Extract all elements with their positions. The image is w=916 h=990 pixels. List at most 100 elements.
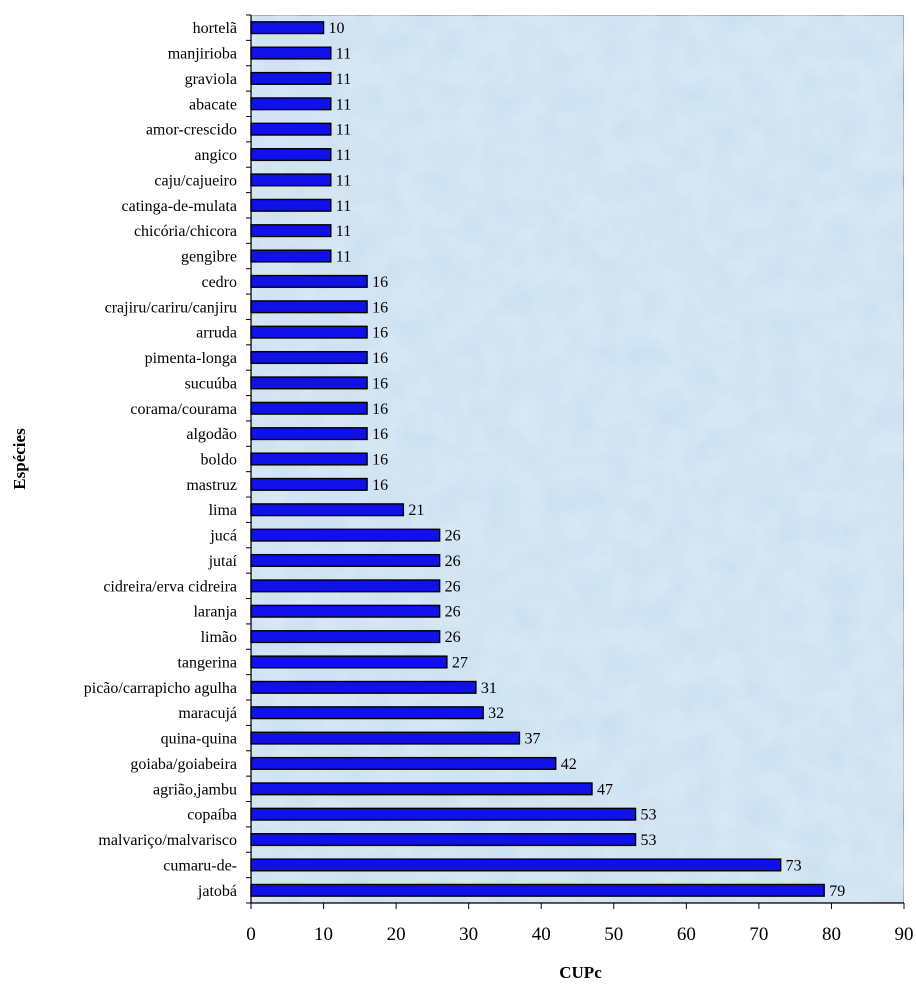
data-label: 11: [336, 147, 351, 164]
bar: [250, 71, 332, 85]
bar: [250, 579, 441, 593]
bar: [250, 173, 332, 187]
category-label: sucuúba: [185, 375, 237, 392]
category-label: pimenta-longa: [145, 350, 237, 367]
x-tick-label: 10: [314, 924, 333, 945]
data-label: 26: [445, 578, 461, 595]
category-label: goiaba/goiabeira: [130, 756, 237, 773]
category-label: arruda: [196, 325, 237, 342]
x-tick-label: 90: [895, 924, 914, 945]
data-label: 27: [452, 654, 468, 671]
category-label: chicória/chicora: [134, 223, 237, 240]
bar: [250, 604, 441, 618]
data-label: 16: [372, 350, 388, 367]
bar: [250, 630, 441, 644]
data-label: 16: [372, 477, 388, 494]
bar: [250, 858, 782, 872]
x-tick-label: 40: [532, 924, 551, 945]
category-label: amor-crescido: [146, 122, 237, 139]
bar: [250, 97, 332, 111]
data-label: 26: [445, 553, 461, 570]
bar: [250, 21, 325, 35]
data-label: 16: [372, 452, 388, 469]
bar: [250, 452, 368, 466]
category-label: cumaru-de-: [163, 857, 237, 874]
category-label: jutaí: [208, 553, 238, 570]
x-axis-title: CUPc: [559, 963, 602, 982]
category-label: gengibre: [181, 249, 237, 266]
category-label: cidreira/erva cidreira: [103, 578, 237, 595]
category-label: agrião,jambu: [153, 781, 237, 798]
bar: [250, 655, 448, 669]
bar: [250, 401, 368, 415]
category-label: jucá: [209, 528, 237, 545]
data-label: 79: [829, 883, 845, 900]
bar: [250, 807, 637, 821]
bar: [250, 198, 332, 212]
category-label: abacate: [189, 96, 237, 113]
bar: [250, 274, 368, 288]
category-label: malvariço/malvarisco: [98, 832, 237, 849]
category-label: mastruz: [186, 477, 237, 494]
bar: [250, 553, 441, 568]
bar: [250, 350, 368, 365]
y-axis-title: Espécies: [10, 428, 29, 490]
category-label: boldo: [201, 452, 237, 469]
x-tick-label: 0: [246, 924, 256, 945]
data-label: 11: [336, 249, 351, 266]
category-label: copaíba: [187, 807, 237, 824]
data-label: 53: [641, 832, 657, 849]
x-tick-label: 20: [387, 924, 406, 945]
category-label: algodão: [186, 426, 237, 443]
bar: [250, 706, 484, 720]
data-label: 11: [336, 223, 351, 240]
bar: [250, 477, 368, 491]
data-label: 16: [372, 426, 388, 443]
data-label: 16: [372, 325, 388, 342]
x-tick-label: 80: [822, 924, 841, 945]
data-label: 26: [445, 528, 461, 545]
data-label: 31: [481, 680, 497, 697]
category-label: limão: [201, 629, 237, 646]
data-label: 11: [336, 172, 351, 189]
data-label: 11: [336, 96, 351, 113]
data-label: 16: [372, 401, 388, 418]
category-label: catinga-de-mulata: [122, 198, 238, 215]
x-tick-label: 70: [749, 924, 768, 945]
category-label: crajiru/cariru/canjiru: [105, 299, 237, 316]
bar: [250, 883, 825, 897]
data-label: 11: [336, 198, 351, 215]
bar: [250, 46, 332, 60]
data-label: 16: [372, 375, 388, 392]
category-label: angico: [194, 147, 237, 164]
data-label: 16: [372, 299, 388, 316]
data-label: 32: [488, 705, 504, 722]
x-tick-label: 50: [604, 924, 623, 945]
bar: [250, 300, 368, 314]
category-label: lima: [209, 502, 237, 519]
bar: [250, 249, 332, 263]
bar: [250, 427, 368, 441]
data-label: 11: [336, 46, 351, 63]
data-label: 10: [329, 20, 345, 37]
data-label: 47: [597, 781, 613, 798]
category-label: manjirioba: [168, 46, 237, 63]
data-label: 26: [445, 629, 461, 646]
x-tick-label: 30: [459, 924, 478, 945]
data-label: 16: [372, 274, 388, 291]
bar: [250, 224, 332, 238]
bar: [250, 731, 521, 745]
category-label: picão/carrapicho agulha: [84, 680, 237, 697]
data-label: 26: [445, 604, 461, 621]
data-label: 21: [408, 502, 424, 519]
data-label: 11: [336, 71, 351, 88]
category-label: cedro: [201, 274, 237, 291]
category-label: laranja: [193, 604, 237, 621]
category-label: hortelã: [193, 20, 237, 37]
bar: [250, 782, 593, 796]
category-label: corama/courama: [130, 401, 237, 418]
category-label: quina-quina: [161, 731, 237, 748]
bar: [250, 503, 405, 517]
bar: [250, 833, 637, 847]
